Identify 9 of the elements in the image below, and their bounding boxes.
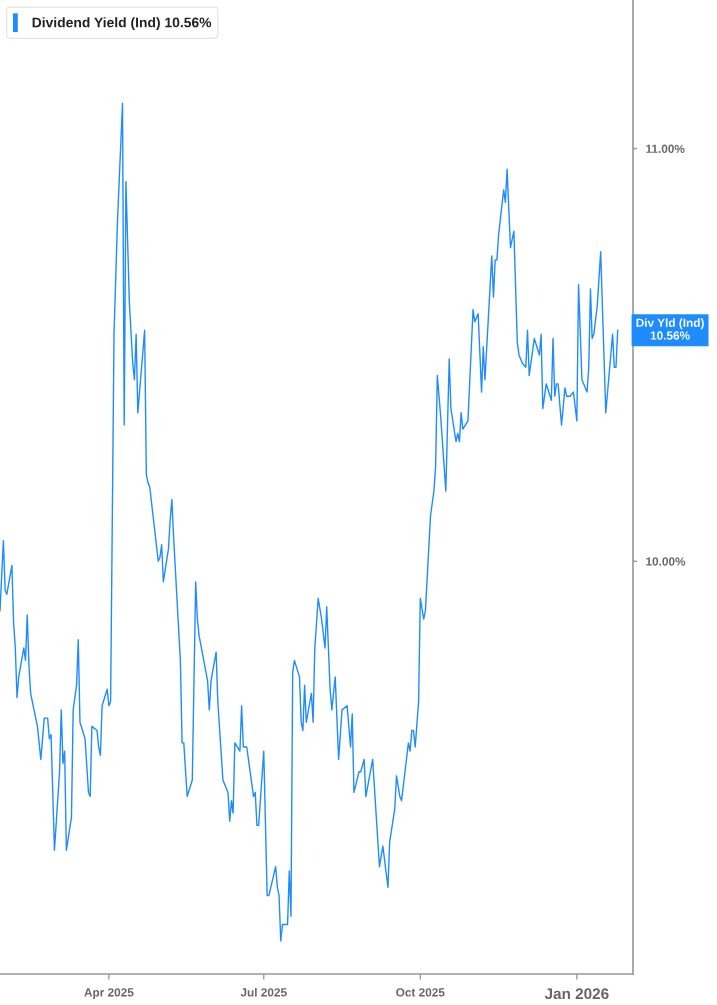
line-series — [0, 102, 619, 942]
y-tick-label: 11.00% — [646, 144, 685, 153]
legend-label: Dividend Yield (Ind) 10.56% — [32, 17, 212, 31]
x-tick-label: Oct 2025 — [396, 988, 445, 997]
x-tick-label: Jul 2025 — [240, 987, 287, 997]
y-tick-label: 10.00% — [646, 557, 686, 566]
annotation: Div Yld (Ind) 10.56% — [636, 318, 704, 340]
x-tick-label: Jan 2026 — [544, 988, 609, 1000]
x-tick-label: Apr 2025 — [84, 988, 134, 999]
